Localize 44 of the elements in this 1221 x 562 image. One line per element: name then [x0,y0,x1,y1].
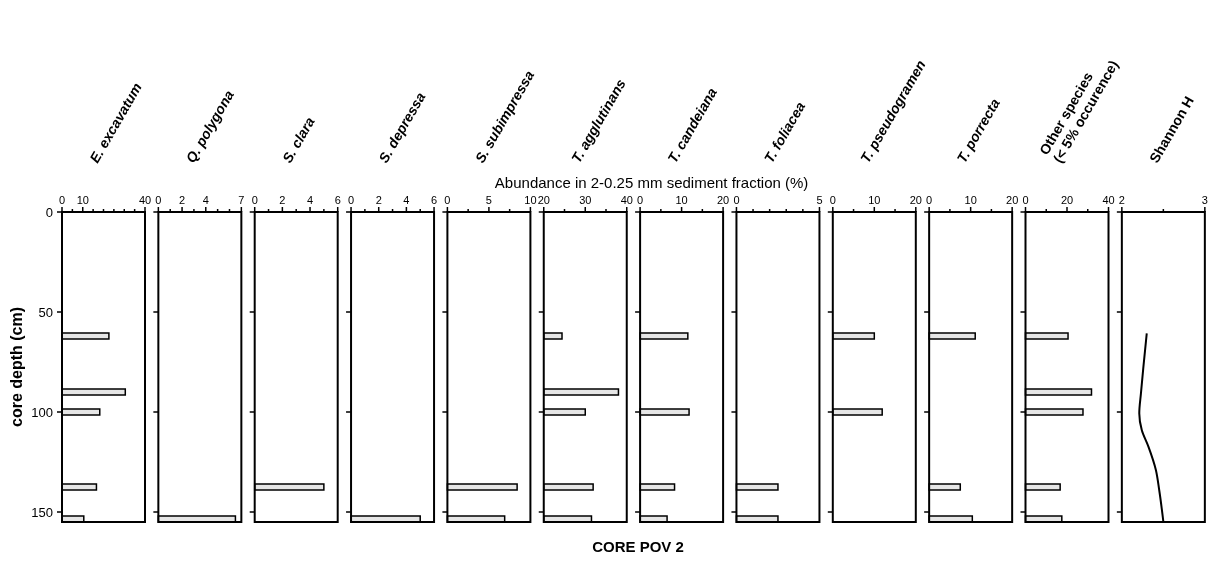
x-tick-label: 6 [430,194,438,206]
x-tick-label: 0 [58,194,66,206]
x-tick-label: 0 [926,194,933,206]
x-tick-label: 20 [1060,194,1074,206]
x-tick-label: 40 [1102,194,1115,206]
text: CORE POV 2 [592,538,684,555]
x-tick-label: 20 [909,194,922,206]
x-tick-label: 0 [347,194,355,206]
x-tick-label: 20 [1006,194,1019,206]
x-tick-label: 10 [675,194,688,206]
x-tick-label: 0 [155,194,162,206]
x-tick-label: 7 [238,194,245,206]
x-tick-label: 3 [1201,194,1208,206]
x-tick-label: 0 [444,194,451,206]
x-tick-label: 4 [306,194,314,206]
x-tick-label: 2 [375,194,382,206]
x-tick-label: 10 [76,194,89,206]
x-tick-label: 40 [620,194,633,206]
x-tick-label: 4 [202,194,209,206]
x-tick-label: 0 [1022,194,1029,206]
x-tick-label: 30 [579,194,592,206]
x-tick-label: 10 [964,194,977,206]
y-tick-label: 150 [31,504,53,520]
y-tick-label: 0 [45,204,53,220]
y-tick-label: 100 [31,404,53,420]
x-tick-label: 4 [403,194,410,206]
x-tick-label: 0 [637,194,644,206]
x-tick-label: 2 [179,194,186,206]
x-axis-title: Abundance in 2-0.25 mm sediment fraction (%) [494,174,809,191]
x-tick-label: 10 [524,194,537,206]
x-tick-label: 2 [279,194,286,206]
y-tick-label: 50 [38,304,53,320]
x-tick-label: 5 [816,194,823,206]
x-tick-label: 20 [716,194,730,206]
x-tick-label: 0 [251,194,258,206]
x-tick-label: 2 [1118,194,1125,206]
x-tick-label: 5 [485,194,492,206]
y-axis-title: core depth (cm) [8,306,25,428]
x-tick-label: 0 [829,194,836,206]
x-tick-label: 0 [733,194,740,206]
x-tick-label: 10 [868,194,881,206]
x-tick-label: 20 [537,194,550,206]
x-tick-label: 40 [138,194,152,206]
x-tick-label: 6 [334,194,341,206]
